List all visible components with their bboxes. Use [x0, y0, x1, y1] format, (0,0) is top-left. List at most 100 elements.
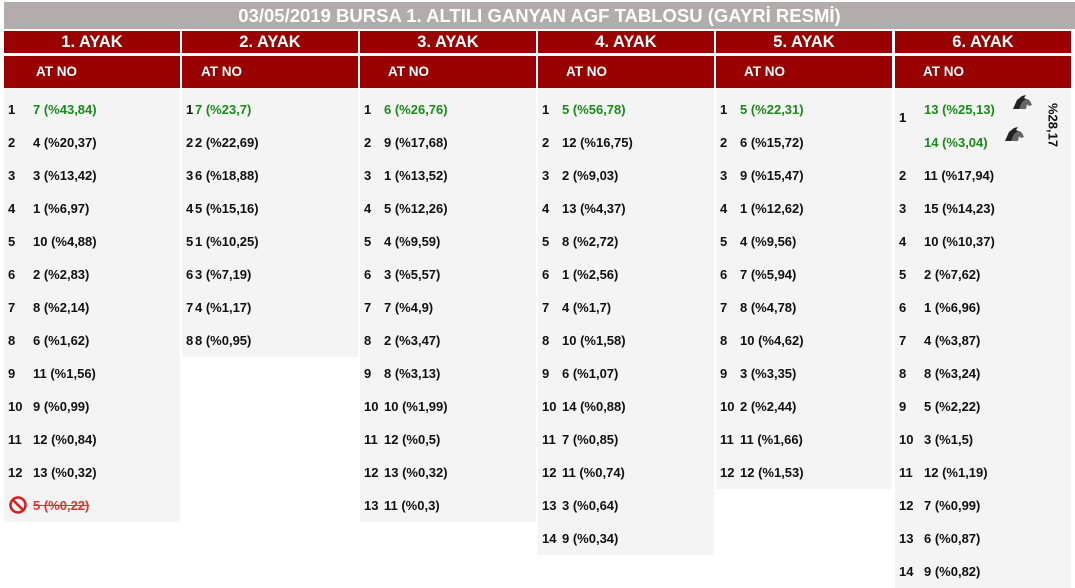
leg-column-6: 6. AYAK AT NO 1 13 (%25,13) 14 (%3,04) %… [895, 31, 1071, 588]
rank: 4 [364, 201, 372, 216]
horse-value: 5 (%12,26) [384, 201, 448, 216]
rank: 6 [8, 267, 16, 282]
table-row: 5 4 (%9,59) [360, 225, 536, 258]
table-row: 4 1 (%12,62) [716, 192, 892, 225]
combined-percent: %28,17 [1045, 102, 1061, 148]
rank: 5 [720, 234, 728, 249]
rank: 4 [899, 234, 907, 249]
table-row: 13 3 (%0,64) [538, 489, 714, 522]
horse-value: 10 (%4,62) [740, 333, 804, 348]
horse-value: 6 (%18,88) [195, 168, 259, 183]
rank: 4 [542, 201, 550, 216]
rank: 10 [542, 399, 557, 414]
horse-value: 4 (%9,56) [740, 234, 797, 249]
table-row: 2 9 (%17,68) [360, 126, 536, 159]
rank: 9 [542, 366, 550, 381]
horse-head-icon [1013, 95, 1032, 109]
table-row: 4 5 (%12,26) [360, 192, 536, 225]
horse-value: 3 (%0,64) [562, 498, 619, 513]
horse-value: 11 (%0,74) [562, 465, 625, 480]
rank: 5 [542, 234, 550, 249]
horse-value: 4 (%9,59) [384, 234, 441, 249]
rank: 5 [899, 267, 907, 282]
horse-value: 10 (%10,37) [924, 234, 995, 249]
table-row: 12 13 (%0,32) [360, 456, 536, 489]
rank: 11 [542, 432, 556, 447]
leg-column-5: 5. AYAK AT NO 1 5 (%22,31) 2 6 (%15,72) 3 9 (… [716, 31, 892, 489]
rank: 1 [8, 102, 16, 117]
table-row: 6 2 (%2,83) [4, 258, 180, 291]
horse-value: 15 (%14,23) [924, 201, 995, 216]
horse-value: 1 (%6,97) [33, 201, 90, 216]
rank: 6 [186, 267, 194, 282]
table-row: 8 10 (%4,62) [716, 324, 892, 357]
rank: 11 [899, 465, 913, 480]
rank: 13 [899, 531, 914, 546]
rank: 10 [8, 399, 23, 414]
horse-value: 13 (%0,32) [384, 465, 448, 480]
rank: 4 [8, 201, 16, 216]
rank: 10 [899, 432, 914, 447]
rank: 9 [8, 366, 16, 381]
horse-value: 5 (%56,78) [562, 102, 626, 117]
at-no-header: AT NO [538, 56, 714, 88]
horse-value: 6 (%1,07) [562, 366, 619, 381]
at-no-header: AT NO [895, 56, 1071, 88]
rank: 13 [364, 498, 379, 513]
leg-column-3: 3. AYAK AT NO 1 6 (%26,76) 2 9 (%17,68) 3 1 (… [360, 31, 536, 522]
table-row: 4 13 (%4,37) [538, 192, 714, 225]
horse-value: 4 (%1,7) [562, 300, 612, 315]
rank: 7 [542, 300, 550, 315]
table-row: 9 3 (%3,35) [716, 357, 892, 390]
at-no-header: AT NO [182, 56, 358, 88]
rank: 2 [364, 135, 372, 150]
table-row: 11 12 (%0,84) [4, 423, 180, 456]
rank: 9 [720, 366, 728, 381]
table-row: 7 8 (%2,14) [4, 291, 180, 324]
rank: 2 [720, 135, 728, 150]
rank: 1 [364, 102, 372, 117]
rank: 7 [186, 300, 194, 315]
rank: 8 [186, 333, 194, 348]
table-row: 1 5 (%22,31) [716, 93, 892, 126]
rank: 2 [899, 168, 907, 183]
rank: 10 [720, 399, 735, 414]
table-row: 13 6 (%0,87) [895, 522, 1071, 555]
rank: 2 [186, 135, 194, 150]
page-title: 03/05/2019 BURSA 1. ALTILI GANYAN AGF TA… [4, 2, 1075, 29]
horse-value: 4 (%1,17) [195, 300, 252, 315]
table-row: 7 4 (%3,87) [895, 324, 1071, 357]
rank: 1 [542, 102, 550, 117]
horse-value: 7 (%23,7) [195, 102, 252, 117]
horse-value: 9 (%0,99) [33, 399, 90, 414]
leg-column-1: 1. AYAK AT NO 1 7 (%43,84) 2 4 (%20,37) 3 3 (… [4, 31, 180, 522]
coupled-entry-row: 1 13 (%25,13) 14 (%3,04) %28,17 [895, 93, 1071, 159]
horse-value: 3 (%1,5) [924, 432, 974, 447]
horse-value: 2 (%3,47) [384, 333, 441, 348]
table-row: 13 11 (%0,3) [360, 489, 536, 522]
rank: 3 [542, 168, 550, 183]
leg-header: 2. AYAK [182, 31, 358, 53]
horse-value: 1 (%12,62) [740, 201, 804, 216]
table-row: 5 8 (%2,72) [538, 225, 714, 258]
table-row: 5 4 (%9,56) [716, 225, 892, 258]
horse-value: 8 (%4,78) [740, 300, 797, 315]
leg-header: 6. AYAK [895, 31, 1071, 53]
rank: 12 [542, 465, 557, 480]
horse-value: 3 (%13,42) [33, 168, 97, 183]
rank: 14 [899, 564, 914, 579]
horse-value: 14 (%0,88) [562, 399, 626, 414]
leg-header: 1. AYAK [4, 31, 180, 53]
no-entry-icon [9, 496, 27, 514]
leg-rows: 1 7 (%43,84) 2 4 (%20,37) 3 3 (%13,42) 4 1 (%6,… [4, 88, 180, 522]
horse-value: 6 (%15,72) [740, 135, 804, 150]
rank: 3 [364, 168, 372, 183]
rank: 12 [899, 498, 914, 513]
rank: 8 [542, 333, 550, 348]
horse-value: 6 (%0,87) [924, 531, 981, 546]
leg-rows: 1 5 (%56,78) 2 12 (%16,75) 3 2 (%9,03) 4 13 (%4… [538, 88, 714, 555]
